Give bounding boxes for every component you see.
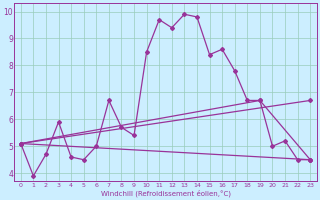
X-axis label: Windchill (Refroidissement éolien,°C): Windchill (Refroidissement éolien,°C) bbox=[100, 189, 230, 197]
